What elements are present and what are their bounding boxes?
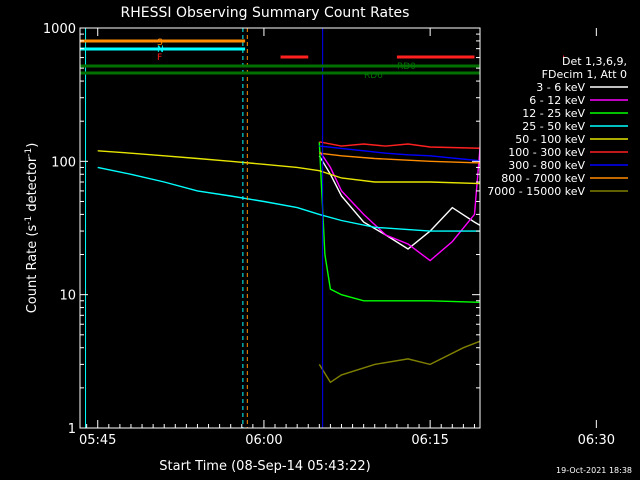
series-line-7 [319,152,480,164]
footer-date: 19-Oct-2021 18:38 [556,466,632,475]
legend-label-2: 12 - 25 keV [522,107,585,120]
state-bar-2-seg-1 [396,55,475,59]
plot-frame [79,27,481,429]
state-bar-2-seg-0 [280,55,309,59]
state-bar-label-4: RD0 [397,62,416,72]
series-line-4 [97,150,480,185]
x-axis-label: Start Time (08-Sep-14 05:43:22) [159,459,370,474]
y-axis-label: Count Rate (s-1 detector-1) [24,143,40,314]
legend-info-0: Det 1,3,6,9, [562,55,627,68]
state-bar-3-seg-0 [80,71,480,75]
state-bars-layer: SNF RD6 RD0 [80,38,565,81]
y-axis-label-end: ) [25,143,40,148]
legend-label-3: 25 - 50 keV [522,120,585,133]
state-bar-label-2: F [157,53,162,63]
y-tick-label-2: 100 [51,155,76,170]
legend-label-5: 100 - 300 keV [508,146,585,159]
x-tick-label-2: 06:15 [411,433,448,448]
legend-label-4: 50 - 100 keV [515,133,585,146]
state-bar-2-seg-2 [563,55,565,59]
chart-title: RHESSI Observing Summary Count Rates [121,5,410,21]
legend-label-8: 7000 - 15000 keV [487,185,585,198]
series-line-8 [318,340,480,384]
legend-label-1: 6 - 12 keV [529,94,585,107]
y-tick-label-3: 1000 [43,22,76,37]
y-axis-label-exp2: -1 [24,148,34,157]
x-tick-label-3: 06:30 [578,433,615,448]
state-bar-label-1: N [157,45,164,55]
vertical-markers-layer [85,28,324,428]
state-bar-1-seg-0 [80,47,246,51]
series-line-1 [318,139,480,262]
legend-label-6: 300 - 800 keV [508,159,585,172]
series-line-5 [319,141,480,149]
series-line-0 [318,155,480,250]
state-bar-4-seg-0 [80,64,480,68]
legend-label-0: 3 - 6 keV [536,81,585,94]
y-tick-label-0: 1 [68,422,76,437]
x-tick-label-0: 05:45 [79,433,116,448]
y-axis-label-mid: detector [25,156,40,216]
x-tick-label-1: 06:00 [245,433,282,448]
series-line-2 [318,141,480,303]
y-axis-label-main: Count Rate (s [25,225,40,314]
legend-label-7: 800 - 7000 keV [501,172,585,185]
axis-ticks-layer: 05:4506:0006:1506:3006:4507:0007:1511010… [43,22,615,448]
state-bar-label-0: S [157,38,163,48]
series-layer [97,139,480,384]
y-axis-label-exp1: -1 [24,216,34,225]
series-line-3 [97,166,480,232]
state-bar-0-seg-0 [80,39,246,43]
y-tick-label-1: 10 [59,289,76,304]
state-bar-label-3: RD6 [364,71,383,81]
legend-info-1: FDecim 1, Att 0 [542,68,627,81]
series-line-6 [319,145,480,162]
